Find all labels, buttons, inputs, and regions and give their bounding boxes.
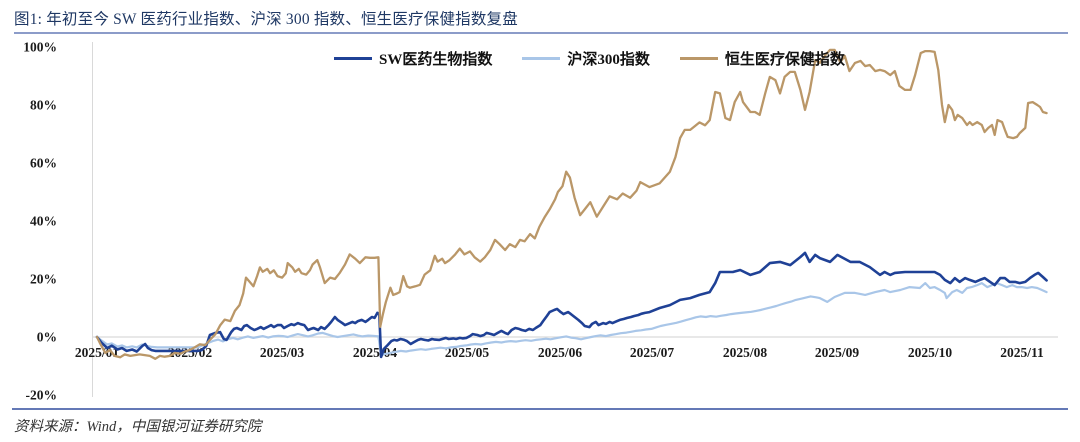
- x-tick-label: 2025/04: [353, 345, 398, 360]
- chart-legend: SW医药生物指数 沪深300指数 恒生医疗保健指数: [334, 48, 845, 69]
- x-tick-label: 2025/05: [445, 345, 490, 360]
- series-line-hs-healthcare: [95, 48, 1048, 360]
- line-swatch-icon: [679, 57, 718, 60]
- x-tick-label: 2025/11: [1000, 345, 1044, 360]
- y-tick-label: 100%: [23, 40, 57, 55]
- x-tick-label: 2025/10: [908, 345, 953, 360]
- y-tick-label: 80%: [30, 98, 57, 113]
- y-axis-ticks: 100% 80% 60% 40% 20% 0% -20%: [23, 40, 57, 403]
- x-tick-label: 2025/07: [630, 345, 675, 360]
- line-swatch-icon: [522, 57, 561, 60]
- y-tick-label: 40%: [30, 214, 57, 229]
- x-tick-label: 2025/03: [260, 345, 305, 360]
- chart-series: [95, 48, 1048, 360]
- title-divider: [14, 32, 1068, 34]
- footer-divider: [12, 408, 1068, 410]
- x-tick-label: 2025/08: [723, 345, 768, 360]
- legend-label: SW医药生物指数: [379, 52, 493, 68]
- figure-title: 图1: 年初至今 SW 医药行业指数、沪深 300 指数、恒生医疗保健指数复盘: [14, 11, 518, 28]
- line-swatch-icon: [334, 57, 372, 60]
- x-tick-label: 2025/06: [538, 345, 583, 360]
- y-tick-label: 60%: [30, 156, 57, 171]
- series-line-sw-pharma-bio: [95, 251, 1048, 359]
- legend-item-sw-pharma: SW医药生物指数: [334, 48, 492, 69]
- y-tick-label: 20%: [30, 272, 57, 287]
- y-tick-label: 0%: [37, 330, 57, 345]
- legend-item-hs-healthcare: 恒生医疗保健指数: [679, 48, 845, 69]
- legend-item-csi300: 沪深300指数: [522, 48, 650, 69]
- source-note: 资料来源：Wind，中国银河证券研究院: [14, 419, 262, 435]
- x-tick-label: 2025/09: [815, 345, 860, 360]
- legend-label: 恒生医疗保健指数: [724, 52, 845, 68]
- legend-label: 沪深300指数: [567, 52, 650, 68]
- x-axis-ticks: 2025/01 2025/02 2025/03 2025/04 2025/05 …: [75, 345, 1044, 360]
- series-line-csi300: [95, 282, 1048, 357]
- y-tick-label: -20%: [26, 388, 58, 403]
